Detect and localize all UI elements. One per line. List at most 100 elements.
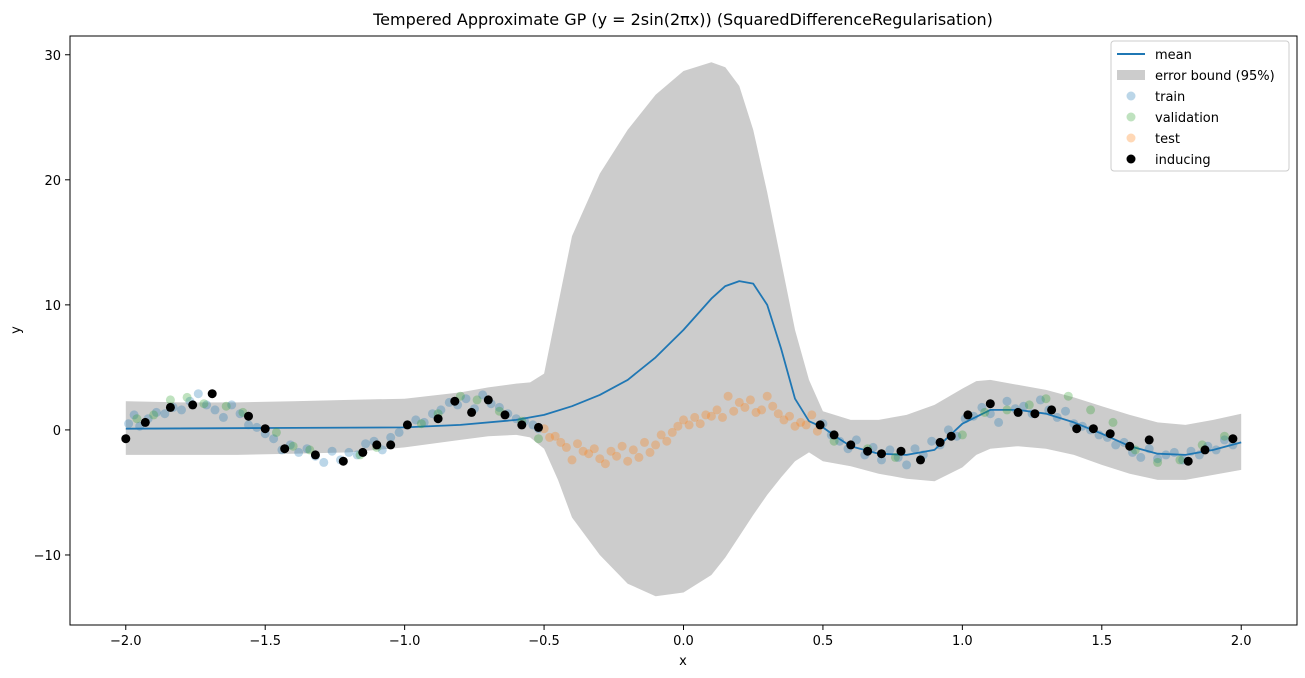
mean-line-layer (125, 280, 1242, 456)
test-point (679, 415, 688, 425)
inducing-point (935, 437, 945, 447)
validation-point (416, 419, 426, 429)
inducing-points (121, 389, 1238, 466)
test-point (656, 430, 666, 440)
y-tick-label: 20 (44, 174, 61, 189)
inducing-point (877, 449, 886, 459)
validation-point (271, 427, 281, 437)
train-point (394, 427, 404, 437)
validation-point (288, 441, 298, 451)
legend-label-band: error bound (95%) (1155, 69, 1275, 84)
x-tick-label: 2.0 (1231, 634, 1252, 649)
inducing-point (1072, 424, 1082, 434)
train-point (210, 405, 220, 415)
test-point (600, 459, 610, 469)
y-axis-ticks: −10 0 10 20 30 (34, 49, 70, 564)
train-point (902, 460, 912, 470)
test-point (567, 455, 577, 465)
inducing-point (358, 447, 368, 457)
test-point (584, 449, 594, 459)
test-point (701, 410, 711, 420)
inducing-point (433, 414, 443, 424)
test-point (673, 421, 683, 431)
x-tick-label: −1.0 (389, 634, 421, 649)
train-point (885, 445, 895, 455)
legend-label-validation: validation (1155, 111, 1219, 126)
legend-label-inducing: inducing (1155, 153, 1211, 168)
test-point (589, 444, 599, 454)
inducing-point (1047, 405, 1057, 415)
validation-point (1175, 455, 1185, 465)
legend-validation-swatch (1126, 112, 1136, 122)
test-point (768, 401, 778, 411)
x-tick-label: 1.0 (952, 634, 973, 649)
train-point (361, 439, 371, 449)
train-point (344, 447, 354, 457)
test-point (684, 420, 694, 430)
test-point (690, 412, 700, 422)
test-point (595, 454, 605, 464)
test-point (550, 431, 560, 441)
validation-point (472, 395, 482, 405)
train-point (494, 402, 504, 412)
validation-point (221, 401, 231, 411)
validation-point (534, 434, 543, 444)
inducing-point (386, 440, 396, 450)
test-point (623, 456, 633, 466)
legend-label-train: train (1155, 90, 1185, 105)
x-tick-label: 1.5 (1091, 634, 1112, 649)
y-tick-label: 10 (44, 299, 61, 314)
test-point (651, 440, 661, 450)
inducing-point (280, 444, 290, 454)
train-point (1094, 430, 1104, 440)
train-point (1052, 412, 1062, 422)
test-point (573, 439, 582, 449)
train-point (1111, 440, 1121, 450)
test-point (556, 437, 566, 447)
chart-title: Tempered Approximate GP (y = 2sin(2πx)) … (372, 10, 993, 29)
inducing-point (534, 422, 543, 432)
train-point (419, 417, 429, 427)
train-point (461, 394, 471, 404)
train-point (218, 412, 228, 422)
plot-area (121, 62, 1242, 597)
test-point (645, 447, 655, 457)
train-point (160, 409, 170, 419)
train-point (835, 436, 845, 446)
train-point (1220, 435, 1229, 445)
train-point (129, 410, 139, 420)
inducing-point (1183, 456, 1193, 466)
x-tick-label: 0.0 (673, 634, 694, 649)
test-point (718, 412, 727, 422)
inducing-point (165, 402, 175, 412)
inducing-point (260, 424, 270, 434)
validation-point (1002, 405, 1012, 415)
inducing-point (310, 450, 320, 460)
train-point (411, 415, 421, 425)
validation-point (165, 395, 175, 405)
inducing-point (121, 434, 131, 444)
train-point (1186, 446, 1196, 456)
test-points (539, 391, 822, 469)
train-point (927, 436, 937, 446)
y-tick-label: 30 (44, 49, 61, 64)
inducing-point (863, 446, 873, 456)
test-point (757, 405, 767, 415)
validation-point (1024, 400, 1034, 410)
x-tick-label: −2.0 (110, 634, 142, 649)
inducing-point (916, 455, 925, 465)
train-point (977, 402, 987, 412)
test-point (729, 406, 739, 416)
train-point (877, 455, 886, 465)
inducing-point (338, 456, 348, 466)
train-point (202, 400, 212, 410)
validation-point (890, 452, 900, 462)
train-point (227, 400, 237, 410)
train-point (1153, 454, 1163, 464)
train-point (1228, 440, 1238, 450)
train-point (1136, 452, 1146, 462)
test-point (762, 391, 772, 401)
y-tick-label: 0 (53, 424, 61, 439)
train-point (177, 405, 186, 415)
